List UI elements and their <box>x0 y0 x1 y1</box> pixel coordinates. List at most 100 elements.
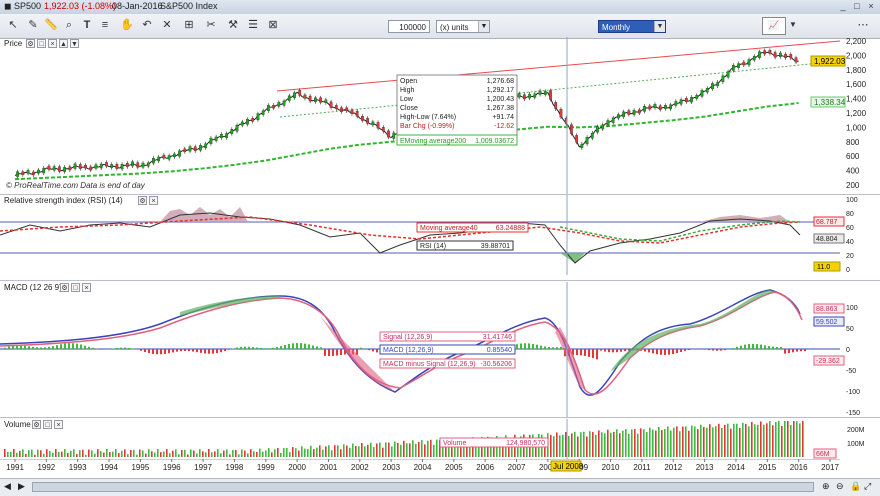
macd-hist-bar <box>532 344 534 349</box>
scroll-right-icon[interactable]: ▶ <box>18 481 25 492</box>
candle <box>246 119 248 124</box>
minimize-icon[interactable]: _ <box>838 1 848 11</box>
chevron-down-icon: ▼ <box>478 21 489 32</box>
zoom-icon[interactable]: ⌕ <box>62 18 76 32</box>
x-tick-label: 1992 <box>37 463 55 472</box>
volume-bar <box>112 452 114 457</box>
maximize-icon[interactable]: □ <box>852 1 862 11</box>
zoom-in-icon[interactable]: ⊕ <box>822 481 830 492</box>
macd-hist-bar <box>516 344 518 349</box>
undo-icon[interactable]: ↶ <box>140 18 154 32</box>
candle <box>769 50 771 53</box>
settings-icon[interactable]: ⋯ <box>856 18 870 32</box>
volume-bar <box>166 449 168 457</box>
candle <box>753 56 755 60</box>
candle <box>319 98 321 103</box>
volume-bar <box>721 428 723 457</box>
candle <box>105 162 107 166</box>
fit-icon[interactable]: ⤢ <box>864 481 871 492</box>
macd-hist-bar <box>196 349 198 352</box>
fib-icon[interactable]: ≡ <box>98 18 112 32</box>
x-tick-label: 2013 <box>696 463 714 472</box>
ruler-icon[interactable]: 📏 <box>44 18 58 32</box>
scissors-icon[interactable]: ✂ <box>204 18 218 32</box>
period-select[interactable]: Monthly▼ <box>598 20 666 33</box>
volume-bar <box>568 436 570 457</box>
volume-bar <box>196 453 198 457</box>
candle <box>361 116 363 120</box>
volume-bar <box>208 449 210 457</box>
macd-hist-bar <box>536 345 538 349</box>
x-tick-label: 1994 <box>100 463 118 472</box>
macd-hist-bar <box>76 344 78 349</box>
volume-bar <box>418 442 420 457</box>
candle <box>607 120 609 124</box>
volume-bar <box>409 443 411 457</box>
cursor-icon[interactable]: ↖ <box>6 18 20 32</box>
macd-hist-bar <box>284 345 286 349</box>
text-icon[interactable]: T <box>80 18 94 32</box>
candle <box>215 137 217 141</box>
macd-hist-bar <box>772 347 774 349</box>
candle <box>278 102 280 106</box>
volume-bar <box>787 421 789 457</box>
volume-bar <box>631 429 633 457</box>
volume-bar <box>772 425 774 457</box>
volume-bar <box>73 449 75 457</box>
close-icon[interactable]: × <box>866 1 876 11</box>
trend-line[interactable] <box>277 41 840 91</box>
macd-ytick: 0 <box>846 347 850 354</box>
tooltip-value: 1,292.17 <box>487 87 514 94</box>
price-chart[interactable]: 2,2002,0001,8001,6001,4001,2001,00080060… <box>0 37 880 194</box>
rsi-tooltip-label: RSI (14) <box>420 243 446 250</box>
volume-chart[interactable]: 200M 100M Volume 124,980,570 66M <box>0 419 880 459</box>
macd-hist-bar <box>676 349 678 353</box>
volume-bar <box>199 449 201 457</box>
candle <box>267 105 269 111</box>
delete-icon[interactable]: ✕ <box>160 18 174 32</box>
link-icon[interactable]: ⚒ <box>226 18 240 32</box>
candle <box>225 133 227 137</box>
scroll-thumb[interactable] <box>32 482 814 492</box>
grid-icon[interactable]: ⊠ <box>266 18 280 32</box>
panel-divider[interactable] <box>0 280 880 281</box>
chart-type-icon[interactable]: 📈 <box>762 17 786 35</box>
volume-bar <box>175 449 177 457</box>
measure-icon[interactable]: ⊞ <box>182 18 196 32</box>
hand-icon[interactable]: ✋ <box>120 18 134 32</box>
candle <box>659 106 661 110</box>
macd-hist-bar <box>168 349 170 353</box>
pencil-icon[interactable]: ✎ <box>26 18 40 32</box>
zoom-out-icon[interactable]: ⊖ <box>836 481 844 492</box>
x-tick-label: 2002 <box>351 463 369 472</box>
units-input[interactable]: 100000 <box>388 20 430 33</box>
lines-icon[interactable]: ☰ <box>246 18 260 32</box>
macd-hist-bar <box>28 346 30 349</box>
candle <box>523 95 525 99</box>
volume-bar <box>625 429 627 457</box>
macd-hist-bar <box>328 349 330 356</box>
lock-icon[interactable]: 🔒 <box>850 481 861 492</box>
macd-hist-bar <box>524 343 526 349</box>
candle <box>518 93 520 97</box>
scroll-left-icon[interactable]: ◀ <box>4 481 11 492</box>
volume-bar <box>400 445 402 457</box>
units-select[interactable]: (x) units▼ <box>436 20 490 33</box>
macd-ytick: 100 <box>846 305 858 312</box>
volume-bar <box>277 448 279 457</box>
volume-bar <box>211 452 213 457</box>
volume-bar <box>385 442 387 457</box>
horizontal-scrollbar[interactable]: ◀ ▶ ⊕ ⊖ 🔒 ⤢ <box>0 478 880 496</box>
volume-bar <box>793 421 795 457</box>
macd-ytick: -50 <box>846 368 856 375</box>
volume-bar <box>367 445 369 457</box>
chart-type-dropdown-icon[interactable]: ▼ <box>786 18 800 32</box>
volume-bar <box>22 449 24 457</box>
macd-hist-bar <box>332 349 334 356</box>
panel-divider[interactable] <box>0 417 880 418</box>
volume-ytick: 100M <box>847 441 865 448</box>
candle <box>314 98 316 102</box>
